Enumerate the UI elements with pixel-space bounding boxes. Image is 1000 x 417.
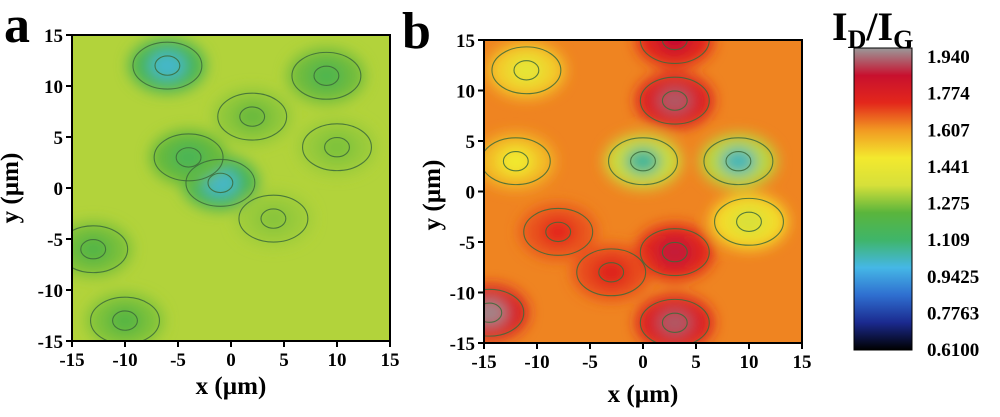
x-tick-label: -15 xyxy=(471,352,496,373)
x-tick-label: 15 xyxy=(381,350,400,371)
x-tick-label: -10 xyxy=(524,352,549,373)
contour-line xyxy=(725,151,752,172)
contour-line xyxy=(639,298,710,343)
contour-line xyxy=(607,137,678,186)
y-axis-label-b: y (µm) xyxy=(419,160,446,231)
contour-line xyxy=(598,262,625,283)
y-tick-label: 10 xyxy=(456,82,475,103)
contour-line xyxy=(484,137,551,186)
contour-line xyxy=(661,90,688,111)
contour-line xyxy=(238,194,309,243)
y-tick-label: -15 xyxy=(450,334,475,355)
contour-line xyxy=(154,55,181,76)
x-tick-label: 10 xyxy=(328,350,347,371)
panel-letter-a: a xyxy=(4,0,30,54)
contour-line xyxy=(639,76,710,125)
colorbar-tick-label: 1.940 xyxy=(927,47,970,68)
x-axis-label-a: x (µm) xyxy=(196,373,267,400)
x-tick-label: -5 xyxy=(582,352,598,373)
contour-line xyxy=(630,151,656,172)
heatmap-panel-a: -15 -10 -5 0 5 10 15 15 10 5 0 -5 -10 -15 x (µm) y (µ… xyxy=(0,26,400,400)
heatmap-core xyxy=(656,40,693,54)
contour-line xyxy=(491,46,562,95)
contour-line xyxy=(713,197,784,246)
panel-letter-b: b xyxy=(402,3,431,60)
contour-line xyxy=(239,106,266,127)
x-tick-label: 0 xyxy=(226,350,236,371)
contour-line xyxy=(175,147,202,168)
colorbar-gradient xyxy=(853,47,913,351)
contour-line xyxy=(207,172,234,194)
y-tick-label: 15 xyxy=(456,31,475,52)
x-tick-label: 5 xyxy=(691,352,701,373)
colorbar-tick-label: 0.9425 xyxy=(927,267,979,288)
colorbar-tick-label: 0.7763 xyxy=(927,303,979,324)
heatmap-core xyxy=(484,298,508,327)
contour-line xyxy=(576,248,647,297)
x-axis-label-b: x (µm) xyxy=(608,381,679,408)
colorbar-tick-label: 1.275 xyxy=(927,194,970,215)
contour-line xyxy=(703,137,774,186)
contour-line xyxy=(260,208,287,229)
contour-line xyxy=(72,225,129,274)
contour-line xyxy=(523,207,594,256)
x-tick-label: -15 xyxy=(59,350,84,371)
contour-line xyxy=(217,92,288,141)
x-tick-label: 15 xyxy=(793,352,812,373)
y-tick-label: -5 xyxy=(459,233,475,254)
y-tick-label: -5 xyxy=(47,230,63,251)
x-tick-label: 10 xyxy=(740,352,759,373)
contour-line xyxy=(90,296,160,341)
y-axis-label-a: y (µm) xyxy=(0,153,24,224)
contour-line xyxy=(80,239,107,260)
x-tick-label: -10 xyxy=(112,350,137,371)
x-tick-label: 5 xyxy=(279,350,289,371)
contour-line xyxy=(112,310,138,331)
y-tick-label: 5 xyxy=(466,132,476,153)
y-tick-label: 0 xyxy=(466,183,476,204)
contour-line xyxy=(185,158,256,207)
heatmap-panel-b: -15 -10 -5 0 5 10 15 15 10 5 0 -5 -10 -15 x (µm) y (µ… xyxy=(419,31,812,408)
contour-line xyxy=(513,60,540,81)
colorbar: ID/IG 1.940 1.774 1.607 1.441 1.275 1.109 0.94… xyxy=(832,4,979,361)
y-tick-label: 10 xyxy=(44,77,63,98)
contour-line xyxy=(661,40,688,51)
colorbar-tick-label: 1.109 xyxy=(927,230,970,251)
contour-line xyxy=(545,221,572,243)
contour-line xyxy=(132,41,203,90)
contour-line xyxy=(301,123,372,172)
contour-line xyxy=(324,137,350,158)
y-tick-label: -10 xyxy=(38,281,63,302)
y-tick-label: 5 xyxy=(54,128,64,149)
colorbar-title: ID/IG xyxy=(832,4,913,54)
x-tick-label: 0 xyxy=(638,352,648,373)
contour-line xyxy=(736,211,762,232)
y-tick-label: -15 xyxy=(38,332,63,353)
contour-line xyxy=(661,312,688,333)
contour-line xyxy=(484,302,503,323)
y-tick-label: 15 xyxy=(44,26,63,47)
contour-line xyxy=(313,65,340,86)
x-tick-label: -5 xyxy=(170,350,186,371)
y-tick-label: -10 xyxy=(450,284,475,305)
colorbar-tick-label: 1.774 xyxy=(927,84,970,105)
contour-line xyxy=(291,51,362,100)
contour-line xyxy=(639,40,710,64)
contour-line xyxy=(661,241,688,263)
contour-line xyxy=(502,151,529,172)
colorbar-tick-label: 0.6100 xyxy=(927,340,979,361)
contour-line xyxy=(484,288,525,337)
colorbar-tick-label: 1.607 xyxy=(927,120,970,141)
contour-line xyxy=(639,228,710,277)
contour-line xyxy=(153,133,224,182)
y-tick-label: 0 xyxy=(54,179,64,200)
colorbar-tick-label: 1.441 xyxy=(927,157,970,178)
